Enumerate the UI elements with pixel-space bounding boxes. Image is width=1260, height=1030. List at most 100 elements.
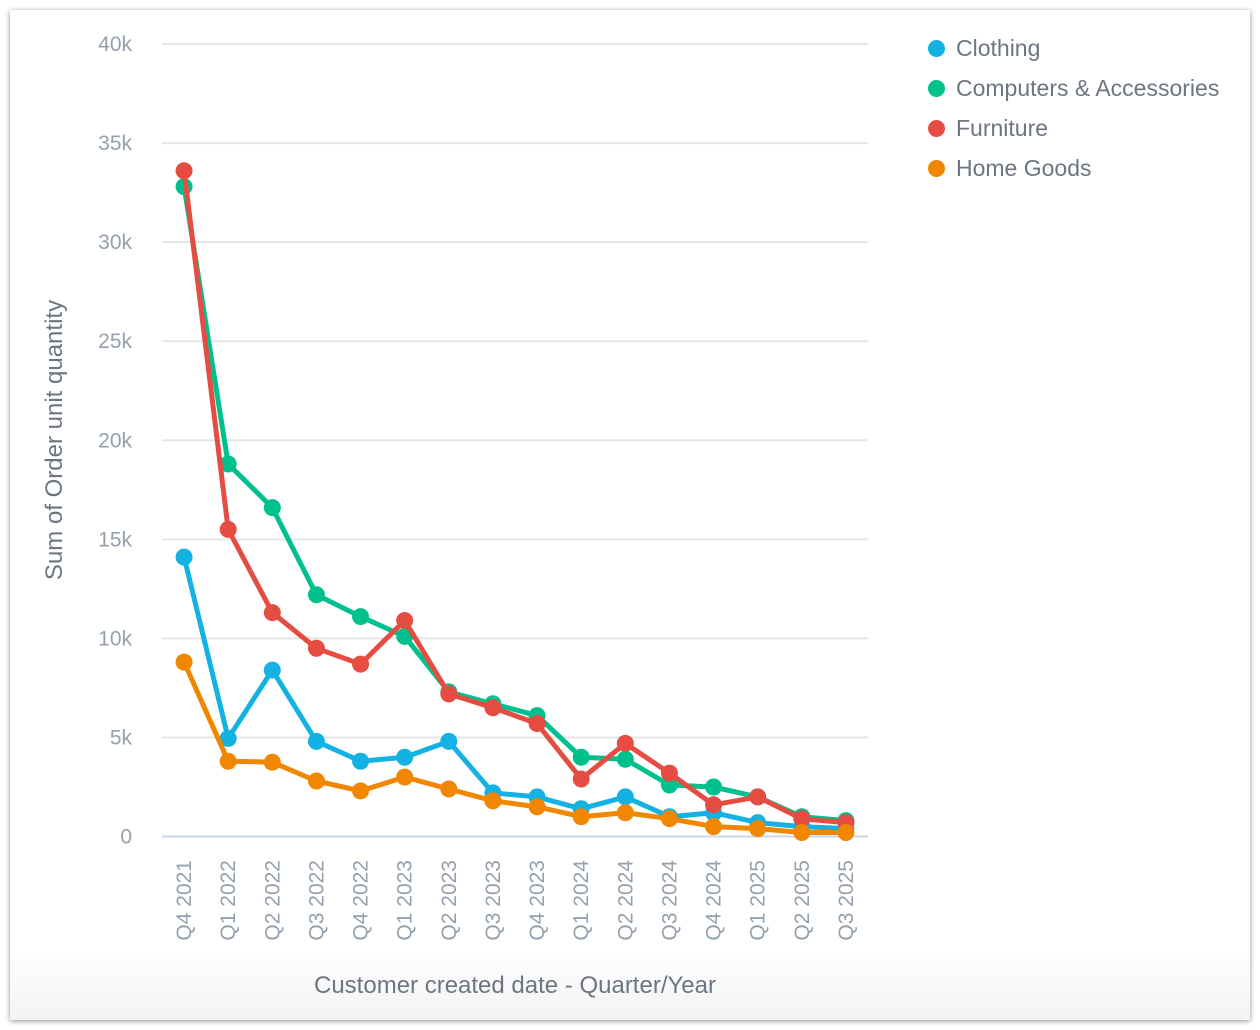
legend-item-home-goods[interactable]: Home Goods <box>928 148 1219 188</box>
data-point-marker[interactable] <box>263 753 281 771</box>
data-point-marker[interactable] <box>219 520 237 538</box>
data-point-marker[interactable] <box>219 752 237 770</box>
data-point-marker[interactable] <box>352 655 370 673</box>
series-group <box>175 162 855 842</box>
data-point-marker[interactable] <box>616 788 634 806</box>
x-tick-label: Q4 2023 <box>526 860 549 941</box>
legend-label: Home Goods <box>956 154 1092 181</box>
data-point-marker[interactable] <box>396 612 414 630</box>
y-tick-label: 40k <box>98 33 132 56</box>
y-axis-ticks: 0 5k 10k 15k 20k 25k 30k 35k 40k <box>98 33 132 849</box>
y-tick-label: 30k <box>98 231 132 254</box>
series-furniture <box>175 162 855 832</box>
series-color-dot-icon <box>928 79 945 97</box>
gridlines <box>162 43 868 739</box>
data-point-marker[interactable] <box>175 162 193 180</box>
data-point-marker[interactable] <box>440 685 458 703</box>
data-point-marker[interactable] <box>572 748 590 766</box>
data-point-marker[interactable] <box>484 699 502 717</box>
data-point-marker[interactable] <box>307 772 325 790</box>
x-tick-label: Q3 2025 <box>835 860 858 941</box>
data-point-marker[interactable] <box>793 824 811 842</box>
data-point-marker[interactable] <box>660 776 678 794</box>
data-point-marker[interactable] <box>263 499 281 517</box>
y-tick-label: 20k <box>98 429 132 452</box>
x-tick-label: Q1 2024 <box>570 860 593 941</box>
data-point-marker[interactable] <box>660 764 678 782</box>
data-point-marker[interactable] <box>660 810 678 828</box>
data-point-marker[interactable] <box>219 729 237 747</box>
data-point-marker[interactable] <box>396 768 414 786</box>
data-point-marker[interactable] <box>175 548 193 566</box>
data-point-marker[interactable] <box>749 820 767 838</box>
data-point-marker[interactable] <box>307 639 325 657</box>
legend-label: Computers & Accessories <box>956 74 1220 101</box>
y-tick-label: 0 <box>120 826 132 849</box>
x-tick-label: Q3 2024 <box>658 860 681 941</box>
data-point-marker[interactable] <box>616 750 634 768</box>
data-point-marker[interactable] <box>616 734 634 752</box>
data-point-marker[interactable] <box>307 586 325 604</box>
x-tick-label: Q4 2024 <box>703 860 726 941</box>
y-tick-label: 5k <box>110 726 133 749</box>
x-tick-label: Q2 2022 <box>261 860 284 941</box>
data-point-marker[interactable] <box>440 780 458 798</box>
series-line <box>181 184 849 824</box>
data-point-marker[interactable] <box>528 715 546 733</box>
x-tick-label: Q1 2025 <box>747 860 770 941</box>
series-line <box>181 554 849 832</box>
chart-card <box>10 10 1250 1020</box>
y-tick-label: 25k <box>98 330 132 353</box>
x-tick-label: Q1 2022 <box>217 860 240 941</box>
legend-item-clothing[interactable]: Clothing <box>928 28 1219 68</box>
data-point-marker[interactable] <box>175 653 193 671</box>
y-tick-label: 35k <box>98 132 132 155</box>
data-point-marker[interactable] <box>705 778 723 796</box>
series-color-dot-icon <box>928 159 945 177</box>
x-tick-label: Q2 2024 <box>614 860 637 941</box>
x-tick-label: Q2 2025 <box>791 860 814 941</box>
y-tick-label: 15k <box>98 528 132 551</box>
data-point-marker[interactable] <box>572 770 590 788</box>
series-home-goods <box>175 653 855 842</box>
series-line <box>181 168 849 826</box>
x-tick-label: Q3 2023 <box>482 860 505 941</box>
data-point-marker[interactable] <box>352 752 370 770</box>
x-axis-title: Customer created date - Quarter/Year <box>314 972 716 999</box>
data-point-marker[interactable] <box>528 798 546 816</box>
legend-label: Furniture <box>956 114 1049 141</box>
legend-item-furniture[interactable]: Furniture <box>928 108 1219 148</box>
y-tick-label: 10k <box>98 627 132 650</box>
data-point-marker[interactable] <box>440 732 458 750</box>
data-point-marker[interactable] <box>837 824 855 842</box>
data-point-marker[interactable] <box>484 792 502 810</box>
y-axis-title: Sum of Order unit quantity <box>41 300 68 580</box>
data-point-marker[interactable] <box>352 608 370 626</box>
data-point-marker[interactable] <box>263 661 281 679</box>
data-point-marker[interactable] <box>219 455 237 473</box>
data-point-marker[interactable] <box>793 810 811 828</box>
x-tick-label: Q4 2021 <box>173 860 196 941</box>
data-point-marker[interactable] <box>616 804 634 822</box>
x-tick-label: Q3 2022 <box>305 860 328 941</box>
legend: Clothing Computers & Accessories Furnitu… <box>928 28 1219 188</box>
series-color-dot-icon <box>928 119 945 137</box>
data-point-marker[interactable] <box>749 788 767 806</box>
x-tick-label: Q2 2023 <box>438 860 461 941</box>
x-tick-label: Q1 2023 <box>394 860 417 941</box>
data-point-marker[interactable] <box>396 748 414 766</box>
data-point-marker[interactable] <box>263 604 281 622</box>
x-tick-label: Q4 2022 <box>350 860 373 941</box>
legend-label: Clothing <box>956 34 1041 61</box>
x-axis-ticks: Q4 2021 Q1 2022 Q2 2022 Q3 2022 Q4 2022 Q1 20… <box>173 860 858 941</box>
data-point-marker[interactable] <box>307 732 325 750</box>
legend-item-computers-accessories[interactable]: Computers & Accessories <box>928 68 1219 108</box>
series-line <box>181 659 849 835</box>
series-color-dot-icon <box>928 39 945 57</box>
data-point-marker[interactable] <box>572 808 590 826</box>
series-computers-accessories <box>175 178 855 830</box>
data-point-marker[interactable] <box>705 796 723 814</box>
data-point-marker[interactable] <box>352 782 370 800</box>
data-point-marker[interactable] <box>705 818 723 836</box>
